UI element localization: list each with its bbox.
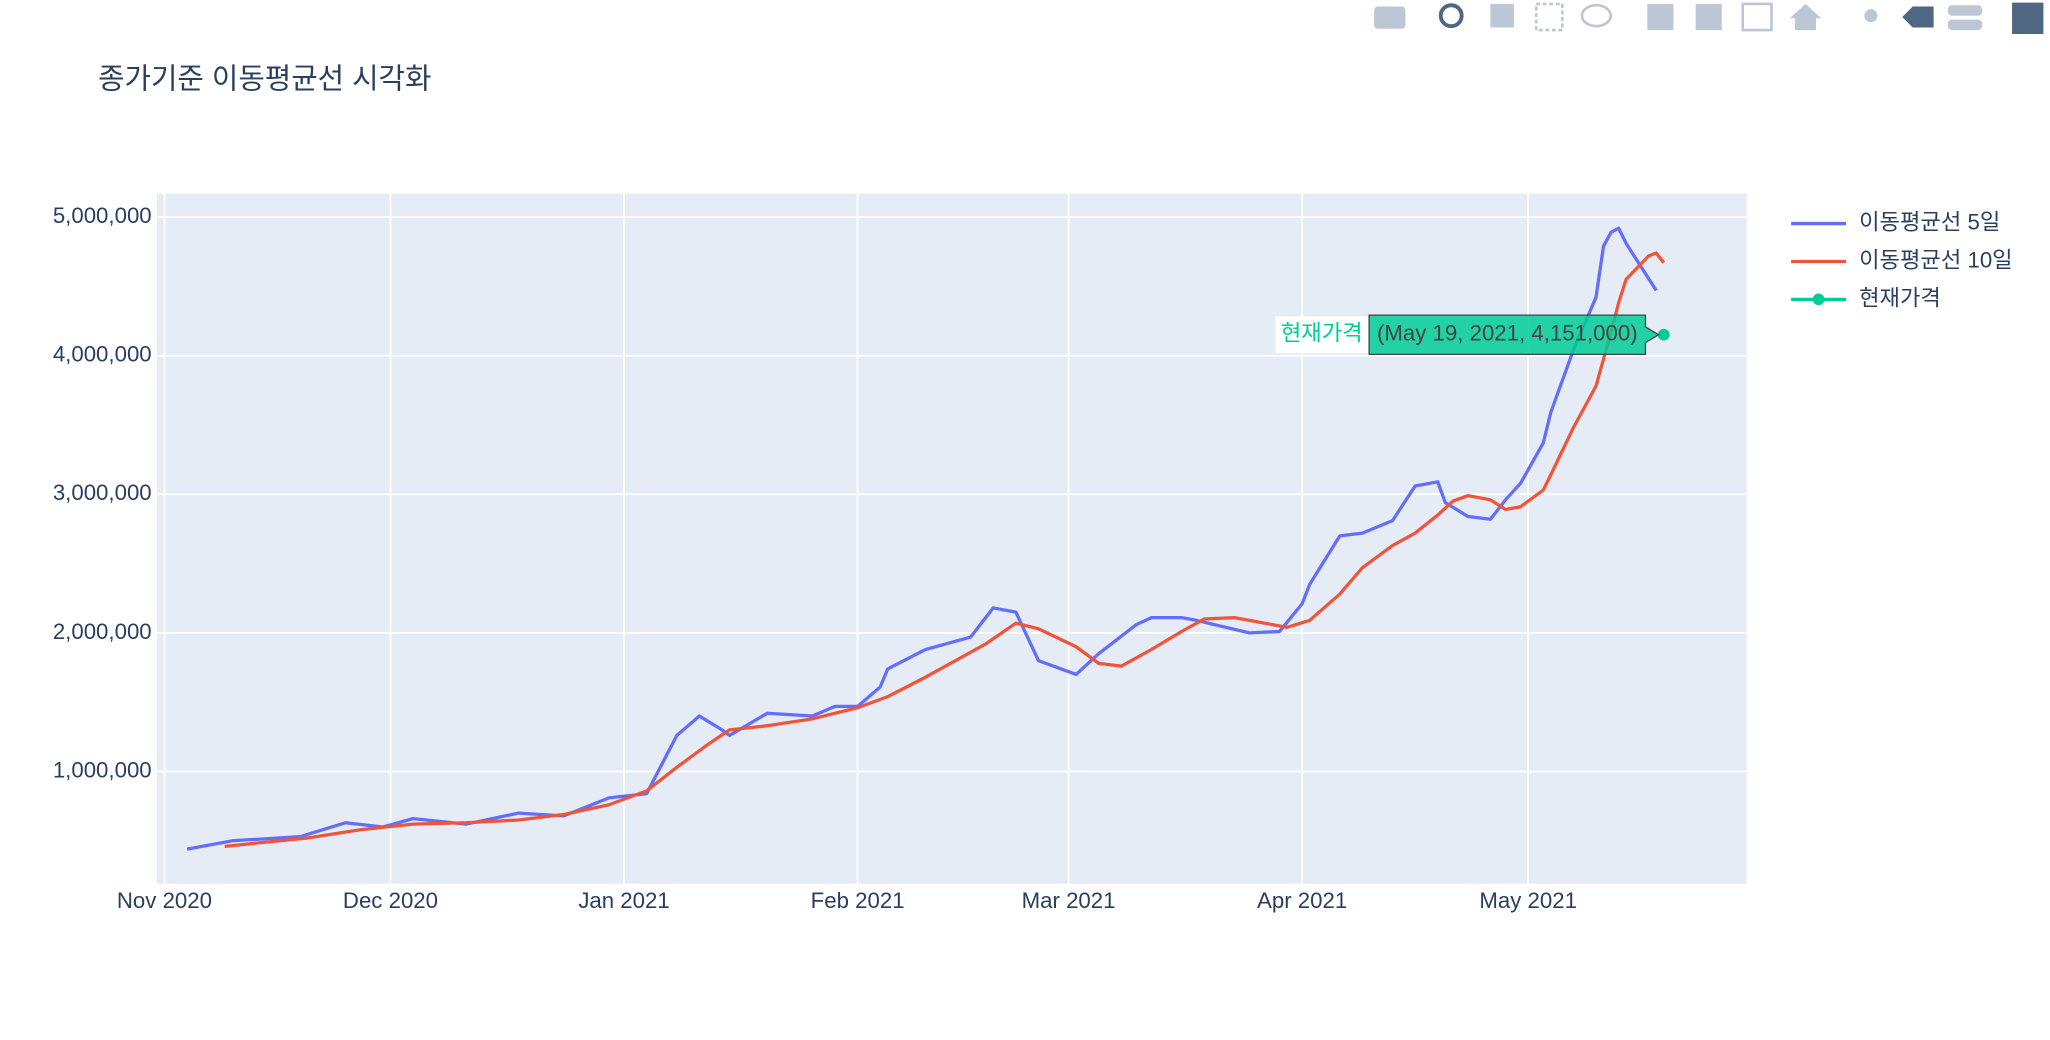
y-tick-label: 4,000,000	[53, 342, 152, 367]
zoom-out-icon[interactable]	[1695, 3, 1722, 31]
y-tick-label: 3,000,000	[53, 480, 152, 505]
legend-marker	[1812, 293, 1825, 306]
y-tick-label: 5,000,000	[53, 203, 152, 228]
reset-icon[interactable]	[1789, 3, 1822, 31]
x-tick-label: Mar 2021	[1022, 888, 1116, 913]
pan-icon[interactable]	[1490, 3, 1514, 28]
hover-name-bg	[1275, 316, 1368, 354]
hover-text: (May 19, 2021, 4,151,000)	[1377, 321, 1638, 346]
hover-compare-icon[interactable]	[1947, 5, 1982, 16]
x-tick-label: Feb 2021	[811, 888, 905, 913]
legend-label: 이동평균선 10일	[1859, 247, 2013, 272]
box-select-icon[interactable]	[1534, 2, 1564, 32]
legend-label: 이동평균선 5일	[1859, 209, 2000, 234]
autoscale-icon[interactable]	[1741, 2, 1773, 32]
hover-name: 현재가격	[1281, 321, 1363, 346]
camera-icon[interactable]	[1374, 6, 1406, 29]
line-series	[186, 226, 1658, 851]
x-tick-label: Nov 2020	[117, 888, 212, 913]
line-series	[224, 251, 1666, 848]
zoom-in-icon[interactable]	[1647, 3, 1674, 31]
spike-icon[interactable]	[1864, 9, 1878, 23]
zoom-icon[interactable]	[1438, 3, 1464, 29]
hover-compare-icon-2[interactable]	[1947, 19, 1982, 31]
plot-area	[156, 193, 1747, 884]
y-tick-label: 1,000,000	[53, 757, 152, 782]
x-tick-label: May 2021	[1479, 888, 1577, 913]
hover-label: (May 19, 2021, 4,151,000) 현재가격	[1275, 314, 1660, 355]
modebar	[1374, 2, 2044, 34]
chart-title: 종가기준 이동평균선 시각화	[98, 64, 431, 96]
plotly-logo[interactable]	[2012, 2, 2044, 34]
x-tick-label: Jan 2021	[578, 888, 669, 913]
x-tick-label: Apr 2021	[1257, 888, 1347, 913]
legend-label: 현재가격	[1859, 285, 1941, 310]
hover-box	[1368, 314, 1660, 355]
y-tick-label: 2,000,000	[53, 619, 152, 644]
hover-closest-icon[interactable]	[1902, 6, 1934, 28]
lasso-icon[interactable]	[1580, 3, 1613, 28]
marker	[1657, 328, 1670, 341]
x-tick-label: Dec 2020	[343, 888, 438, 913]
